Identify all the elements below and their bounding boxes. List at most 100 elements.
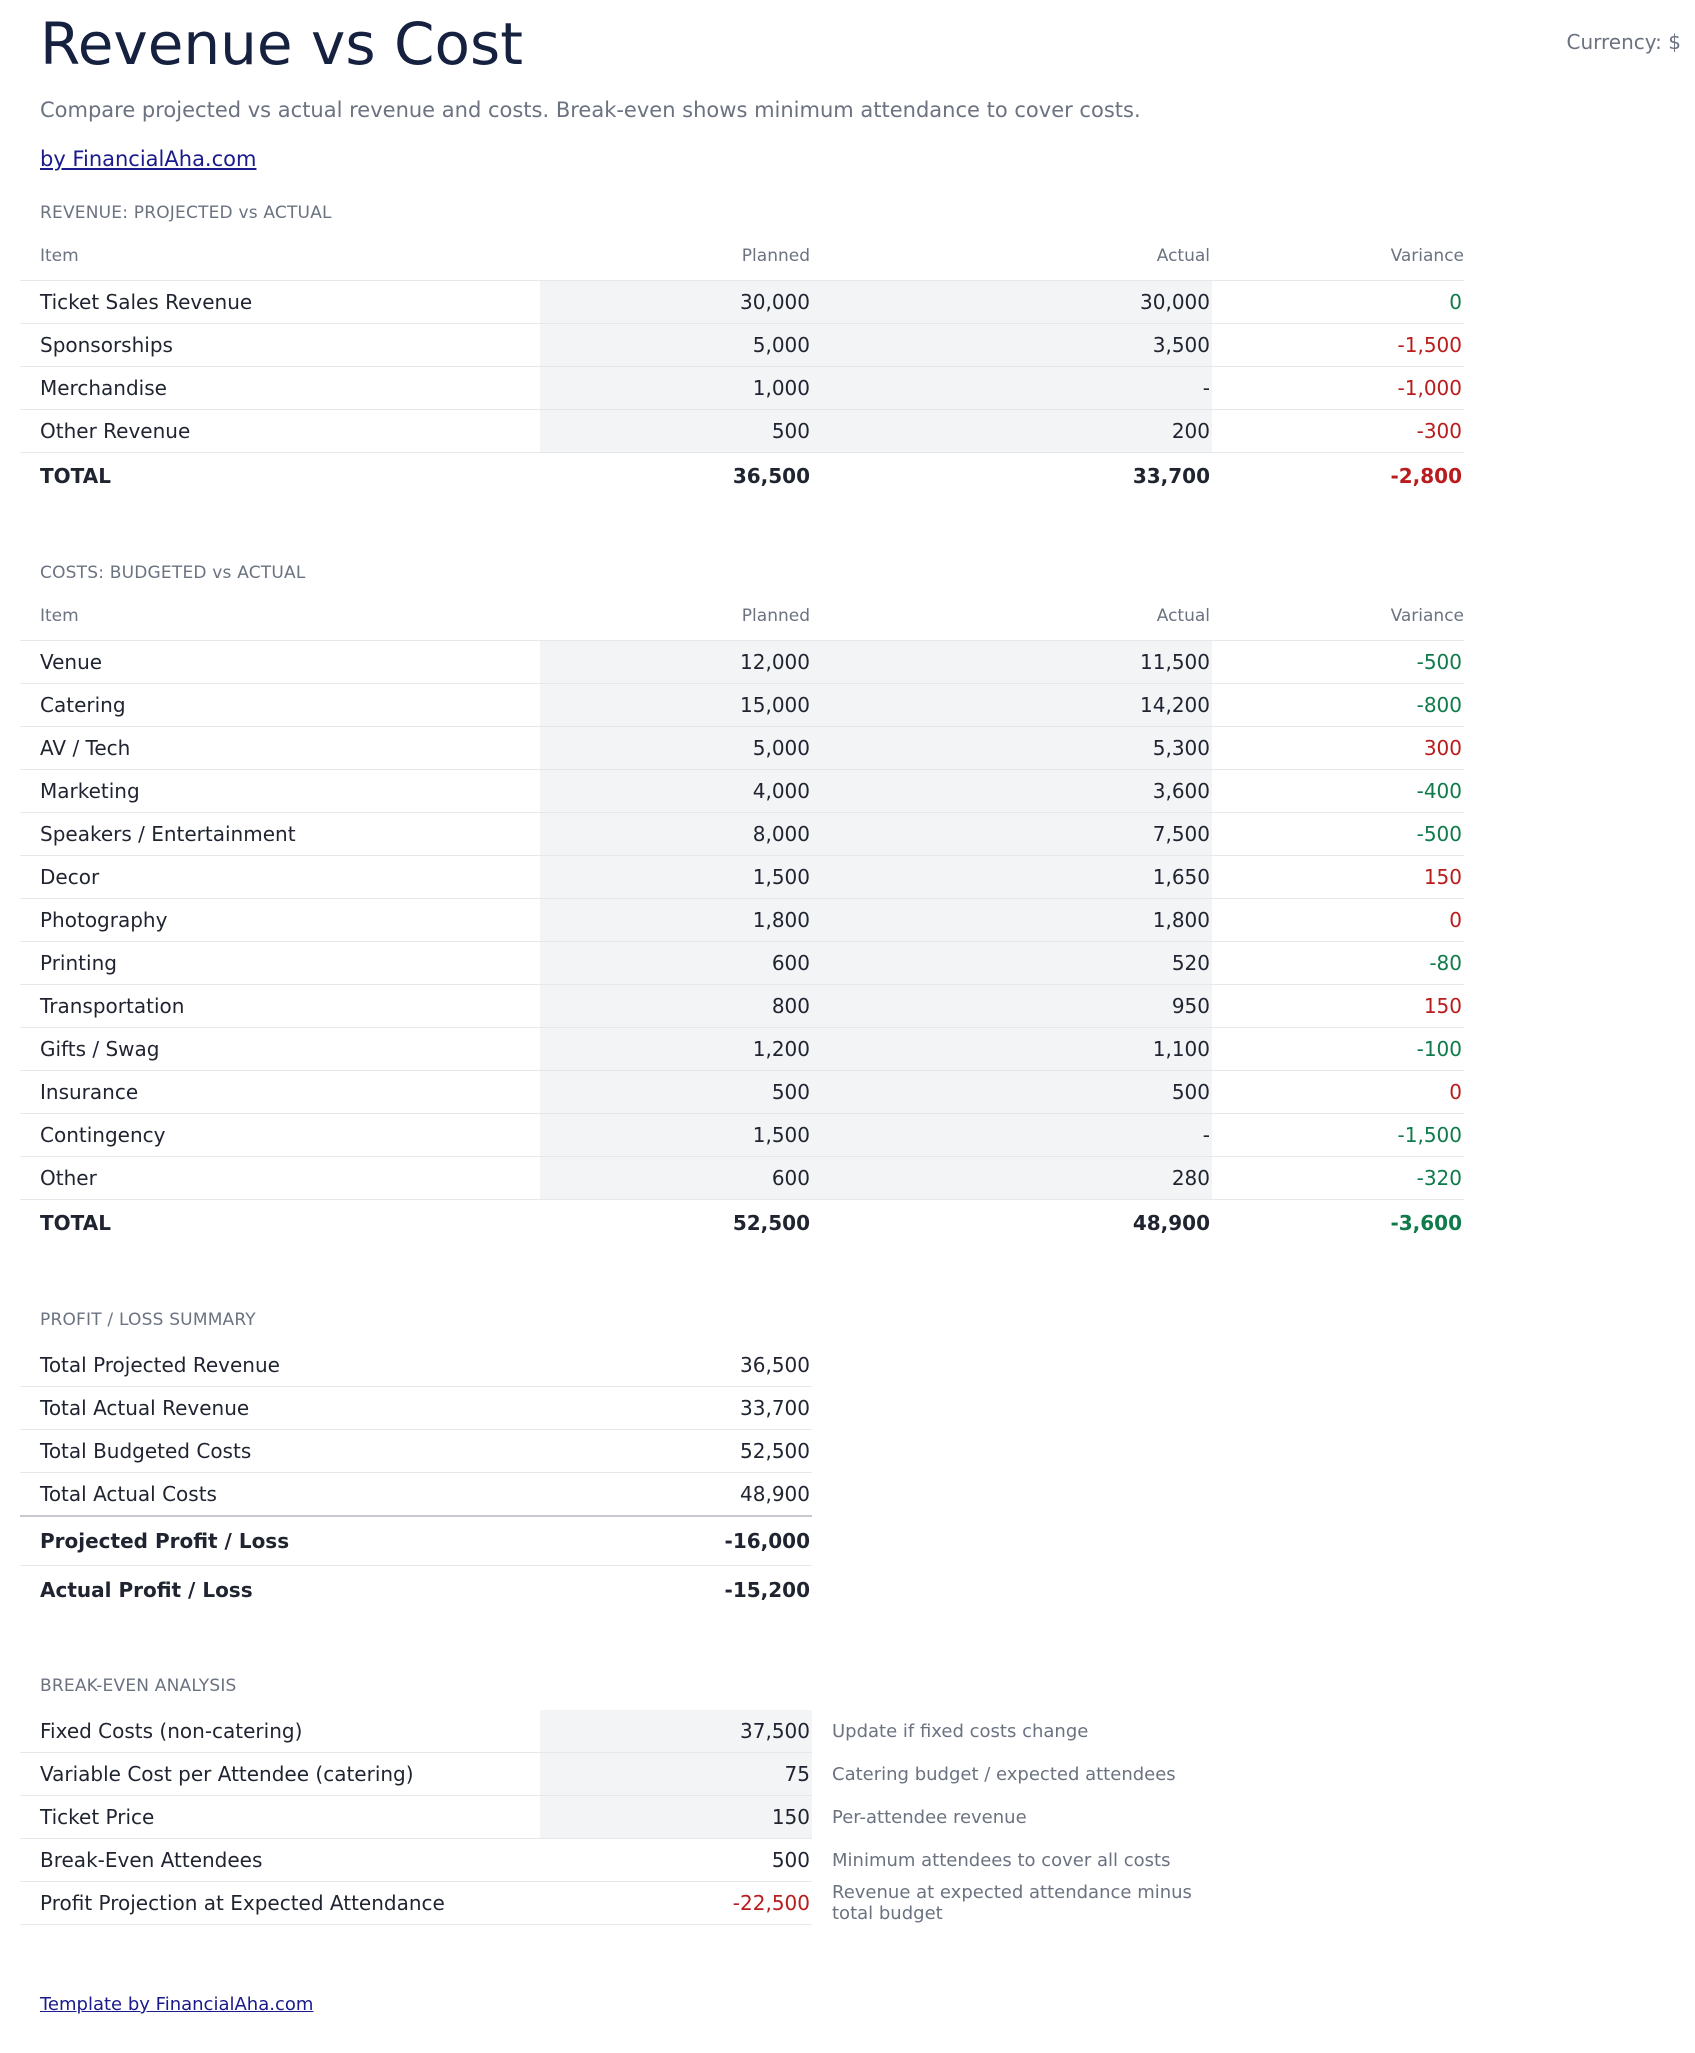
actual-cell[interactable]: 30,000	[812, 280, 1212, 324]
table-row: Break-Even Attendees 500 Minimum attendees…	[20, 1838, 1212, 1882]
col-header-actual: Actual	[812, 232, 1212, 281]
actual-cell[interactable]: 14,200	[812, 683, 1212, 727]
variance-cell: 0	[1212, 280, 1464, 324]
actual-cell[interactable]: 280	[812, 1156, 1212, 1200]
table-row: Printing 600 520 -80	[20, 941, 1464, 985]
planned-cell[interactable]: 1,200	[540, 1027, 812, 1071]
breakeven-section-label: BREAK-EVEN ANALYSIS	[40, 1676, 237, 1696]
col-header-variance: Variance	[1212, 232, 1464, 281]
total-actual: 33,700	[812, 452, 1212, 499]
planned-cell[interactable]: 8,000	[540, 812, 812, 856]
col-header-planned: Planned	[540, 592, 812, 641]
actual-cell[interactable]: -	[812, 1113, 1212, 1157]
planned-cell[interactable]: 1,800	[540, 898, 812, 942]
row-item: Variable Cost per Attendee (catering)	[20, 1752, 540, 1796]
planned-cell[interactable]: 15,000	[540, 683, 812, 727]
table-row: Sponsorships 5,000 3,500 -1,500	[20, 323, 1464, 367]
planned-cell[interactable]: 12,000	[540, 640, 812, 684]
total-variance: -2,800	[1212, 452, 1464, 499]
byline-link[interactable]: by FinancialAha.com	[40, 147, 257, 171]
summary-value: 36,500	[540, 1344, 812, 1387]
table-row: Photography 1,800 1,800 0	[20, 898, 1464, 942]
total-actual: 48,900	[812, 1199, 1212, 1246]
actual-cell[interactable]: 1,100	[812, 1027, 1212, 1071]
total-planned: 52,500	[540, 1199, 812, 1246]
breakeven-note: Catering budget / expected attendees	[832, 1763, 1176, 1785]
actual-cell[interactable]: 500	[812, 1070, 1212, 1114]
variance-cell: 150	[1212, 984, 1464, 1028]
row-item: Break-Even Attendees	[20, 1838, 540, 1882]
page-title: Revenue vs Cost	[40, 10, 523, 78]
table-row: Marketing 4,000 3,600 -400	[20, 769, 1464, 813]
actual-cell[interactable]: 520	[812, 941, 1212, 985]
table-row: AV / Tech 5,000 5,300 300	[20, 726, 1464, 770]
summary-value: 48,900	[540, 1472, 812, 1517]
actual-pl-label: Actual Profit / Loss	[40, 1578, 253, 1602]
breakeven-value: 500	[540, 1838, 812, 1882]
row-item: Catering	[20, 683, 540, 727]
col-header-planned: Planned	[540, 232, 812, 281]
actual-cell[interactable]: 200	[812, 409, 1212, 453]
planned-cell[interactable]: 600	[540, 1156, 812, 1200]
planned-cell[interactable]: 500	[540, 409, 812, 453]
table-row: Insurance 500 500 0	[20, 1070, 1464, 1114]
actual-cell[interactable]: 1,650	[812, 855, 1212, 899]
table-row: Contingency 1,500- -1,500	[20, 1113, 1464, 1157]
table-row: Ticket Price 150 Per-attendee revenue	[20, 1795, 1212, 1839]
col-header-variance: Variance	[1212, 592, 1464, 641]
planned-cell[interactable]: 4,000	[540, 769, 812, 813]
variance-cell: -320	[1212, 1156, 1464, 1200]
planned-cell[interactable]: 5,000	[540, 323, 812, 367]
table-row: Variable Cost per Attendee (catering) 75 C…	[20, 1752, 1212, 1796]
actual-cell[interactable]: 3,500	[812, 323, 1212, 367]
planned-cell[interactable]: 5,000	[540, 726, 812, 770]
actual-cell[interactable]: 950	[812, 984, 1212, 1028]
variance-cell: -300	[1212, 409, 1464, 453]
planned-cell[interactable]: 500	[540, 1070, 812, 1114]
planned-cell[interactable]: 1,000	[540, 366, 812, 410]
costs-header-row: Item Planned Actual Variance	[20, 592, 1464, 641]
variance-cell: -500	[1212, 640, 1464, 684]
table-row: Total Budgeted Costs 52,500	[20, 1429, 812, 1473]
row-item: Venue	[20, 640, 540, 684]
costs-total-row: TOTAL 52,500 48,900 -3,600	[20, 1199, 1464, 1246]
actual-cell[interactable]: 11,500	[812, 640, 1212, 684]
revenue-total-row: TOTAL 36,500 33,700 -2,800	[20, 452, 1464, 499]
actual-cell[interactable]: 5,300	[812, 726, 1212, 770]
planned-cell[interactable]: 800	[540, 984, 812, 1028]
actual-cell[interactable]: 1,800	[812, 898, 1212, 942]
row-item: Merchandise	[20, 366, 540, 410]
row-item: Transportation	[20, 984, 540, 1028]
row-item: Sponsorships	[20, 323, 540, 367]
actual-cell[interactable]: -	[812, 366, 1212, 410]
row-item: Other	[20, 1156, 540, 1200]
breakeven-value[interactable]: 37,500	[540, 1710, 812, 1753]
row-item: Gifts / Swag	[20, 1027, 540, 1071]
row-item: Total Actual Revenue	[20, 1386, 540, 1430]
variance-cell: 300	[1212, 726, 1464, 770]
page-subtitle: Compare projected vs actual revenue and …	[40, 98, 1141, 122]
row-item: Fixed Costs (non-catering)	[20, 1710, 540, 1753]
table-row: Venue 12,000 11,500 -500	[20, 640, 1464, 684]
row-item: Speakers / Entertainment	[20, 812, 540, 856]
breakeven-value[interactable]: 75	[540, 1752, 812, 1796]
breakeven-value[interactable]: 150	[540, 1795, 812, 1839]
breakeven-value: -22,500	[540, 1881, 812, 1925]
summary-section-label: PROFIT / LOSS SUMMARY	[40, 1310, 256, 1330]
row-item: Marketing	[20, 769, 540, 813]
actual-pl-value: -15,200	[724, 1578, 810, 1602]
planned-cell[interactable]: 1,500	[540, 855, 812, 899]
table-row: Catering 15,000 14,200 -800	[20, 683, 1464, 727]
actual-pl-row: Actual Profit / Loss -15,200	[20, 1566, 812, 1615]
footer-link[interactable]: Template by FinancialAha.com	[40, 1994, 314, 2015]
planned-cell[interactable]: 1,500	[540, 1113, 812, 1157]
planned-cell[interactable]: 30,000	[540, 280, 812, 324]
table-row: Other 600 280 -320	[20, 1156, 1464, 1200]
total-label: TOTAL	[20, 452, 540, 499]
row-item: Ticket Price	[20, 1795, 540, 1839]
actual-cell[interactable]: 3,600	[812, 769, 1212, 813]
actual-cell[interactable]: 7,500	[812, 812, 1212, 856]
row-item: Total Budgeted Costs	[20, 1429, 540, 1473]
table-row: Fixed Costs (non-catering) 37,500 Update i…	[20, 1710, 1212, 1753]
planned-cell[interactable]: 600	[540, 941, 812, 985]
